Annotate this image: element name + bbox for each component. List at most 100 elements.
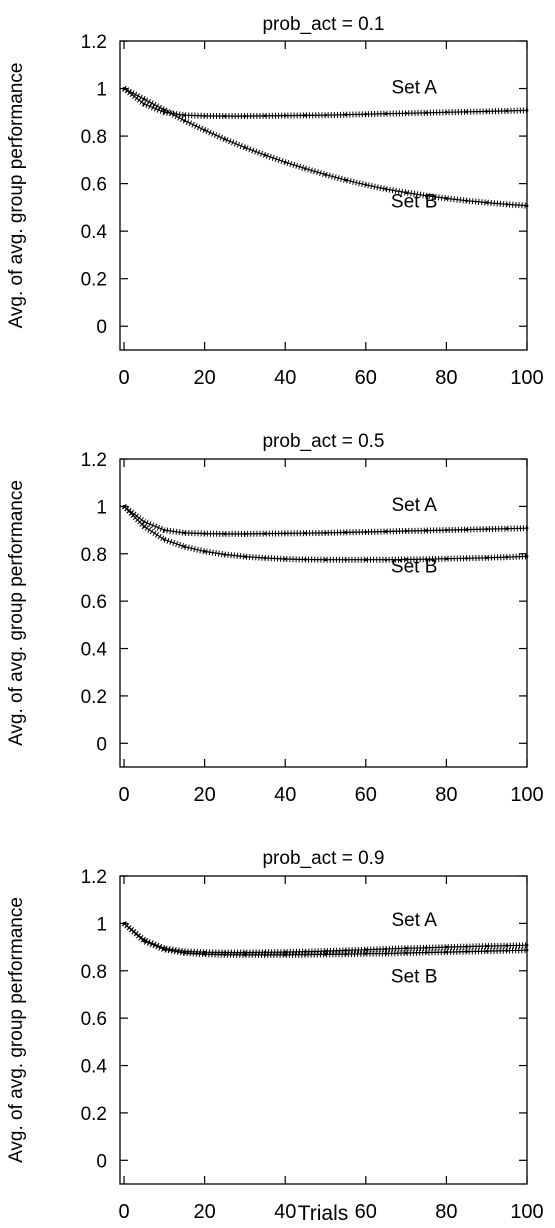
x-tick-label: 20 <box>193 1201 215 1223</box>
series-point <box>183 531 186 535</box>
series-point <box>404 558 408 561</box>
series-point <box>283 953 287 957</box>
y-tick-label: 0.8 <box>81 962 107 983</box>
series-point <box>344 558 348 562</box>
series-point <box>203 952 207 956</box>
series-point <box>243 953 247 957</box>
series-point <box>223 953 227 957</box>
series-point <box>203 550 207 553</box>
series-point <box>344 952 348 956</box>
y-tick-label: 1 <box>96 914 107 935</box>
series-point <box>344 531 348 534</box>
series-point <box>364 183 368 187</box>
series-point <box>263 532 267 536</box>
series-point <box>183 545 186 549</box>
series-point <box>243 146 247 149</box>
series-point <box>162 108 166 112</box>
series-point <box>142 939 146 943</box>
series-point <box>183 113 186 117</box>
series-point <box>485 201 489 205</box>
x-tick-label: 0 <box>118 367 129 389</box>
series-point <box>384 947 388 951</box>
y-tick-label: 0 <box>96 317 107 338</box>
series-point <box>404 529 408 533</box>
x-tick-label: 80 <box>435 784 457 806</box>
x-tick-label: 60 <box>355 784 377 806</box>
x-axis-label: Trials <box>298 1202 349 1225</box>
series-point <box>243 555 247 559</box>
series-point <box>344 948 348 952</box>
series-point <box>303 558 307 561</box>
series-point <box>243 532 247 536</box>
series-point <box>303 531 307 535</box>
series-point <box>223 532 227 536</box>
series-point <box>404 191 408 195</box>
series-point <box>263 556 267 560</box>
chart-panel-2: prob_act = 0.5 Avg. of avg. group perform… <box>6 431 544 806</box>
series-point <box>283 160 287 164</box>
series-point <box>223 137 227 141</box>
series-point <box>142 525 146 528</box>
plot-frame <box>119 458 528 768</box>
series-point <box>324 558 327 562</box>
series-point <box>183 951 186 955</box>
y-tick-label: 0.6 <box>81 592 107 613</box>
chart-panel-1: prob_act = 0.1 Avg. of avg. group perform… <box>6 14 544 389</box>
series-point <box>283 114 287 118</box>
series-point <box>384 530 388 533</box>
series-point <box>424 194 428 198</box>
series-point <box>243 114 247 118</box>
y-tick-label: 0.4 <box>81 640 108 661</box>
y-tick-label: 0.6 <box>81 1009 107 1030</box>
y-tick-label: 1 <box>96 80 107 101</box>
series-point <box>364 952 368 956</box>
x-tick-label: 60 <box>355 367 377 389</box>
chart-panel-3: prob_act = 0.9 Avg. of avg. group perform… <box>6 848 544 1223</box>
y-tick-label: 0.4 <box>81 222 108 243</box>
series-point <box>465 528 468 532</box>
series-point <box>142 97 146 101</box>
series-point <box>263 114 267 118</box>
series-point <box>384 558 388 562</box>
series-point <box>384 952 388 955</box>
y-tick-label: 0.2 <box>81 1104 107 1125</box>
series-point <box>303 113 307 117</box>
series-point <box>283 557 287 561</box>
series-point <box>122 87 126 90</box>
series-point <box>505 555 509 559</box>
x-tick-label: 100 <box>510 784 543 806</box>
series-point <box>465 199 468 203</box>
series-point <box>525 948 529 952</box>
series-point <box>384 112 388 116</box>
series-label: Set A <box>391 495 437 516</box>
series-point <box>505 527 509 531</box>
series-label: Set B <box>391 191 437 212</box>
series-point <box>525 943 529 947</box>
x-tick-label: 0 <box>118 784 129 806</box>
y-axis-label: Avg. of avg. group performance <box>6 480 27 746</box>
series-point <box>122 921 126 925</box>
series-point <box>424 946 428 950</box>
x-tick-label: 40 <box>274 1201 296 1223</box>
series-point <box>445 110 448 114</box>
x-tick-label: 20 <box>193 367 215 389</box>
series-markers <box>122 921 528 956</box>
plot-frame <box>119 40 528 351</box>
series-point <box>445 528 448 532</box>
series-point <box>364 530 368 534</box>
y-tick-label: 0.4 <box>81 1057 108 1078</box>
series-point <box>445 196 448 200</box>
series-point <box>303 953 307 957</box>
series-point <box>485 527 489 531</box>
series-point <box>465 945 468 949</box>
x-tick-label: 40 <box>274 367 296 389</box>
y-tick-label: 0.2 <box>81 687 107 708</box>
series-point <box>424 557 428 561</box>
chart-title: prob_act = 0.9 <box>262 848 384 869</box>
series-point <box>525 109 529 112</box>
series-point <box>344 178 348 182</box>
series-point <box>445 945 448 949</box>
series-point <box>525 554 529 558</box>
series-point <box>485 556 489 560</box>
